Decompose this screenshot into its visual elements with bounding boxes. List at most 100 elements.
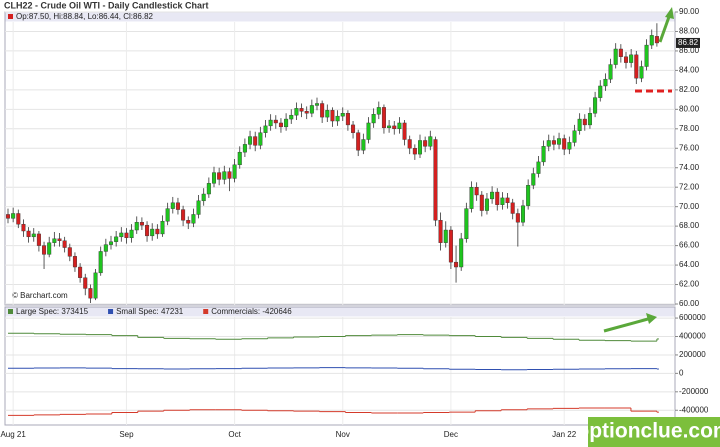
candle-body <box>345 113 350 126</box>
y-tick-label: 74.00 <box>679 163 700 172</box>
candle-body <box>598 85 603 98</box>
candle-body <box>557 138 562 145</box>
candle-body <box>217 172 222 180</box>
candle-body <box>397 122 402 129</box>
y-tick-label: 66.00 <box>679 241 700 250</box>
y-tick-label: -400000 <box>679 405 709 414</box>
candle-body <box>186 220 191 224</box>
candle-body <box>196 200 201 215</box>
candle-body <box>454 261 459 268</box>
candle-body <box>526 185 531 206</box>
candle-body <box>474 186 479 196</box>
candle-body <box>356 132 361 151</box>
candle-body <box>351 124 356 133</box>
candle-body <box>407 139 412 149</box>
candle-body <box>170 202 175 209</box>
candle-body <box>31 233 36 238</box>
y-tick-label: 86.00 <box>679 46 700 55</box>
x-tick-label: Aug 21 <box>0 430 26 439</box>
y-tick-label: 78.00 <box>679 124 700 133</box>
legend-swatch <box>8 309 13 314</box>
y-tick-label: 62.00 <box>679 280 700 289</box>
candle-body <box>278 122 283 128</box>
candle-body <box>649 35 654 46</box>
candle-body <box>294 108 299 116</box>
candle-body <box>315 103 320 106</box>
candle-body <box>21 223 26 232</box>
y-tick-label: 600000 <box>679 313 706 322</box>
candle-body <box>325 110 330 118</box>
candle-body <box>654 36 659 44</box>
candle-body <box>211 172 216 184</box>
candle-body <box>150 228 155 237</box>
candle-body <box>371 113 376 124</box>
legend-swatch <box>108 309 114 314</box>
candle-body <box>26 230 31 238</box>
candle-body <box>242 144 247 153</box>
candle-body <box>11 213 16 219</box>
candle-body <box>572 130 577 143</box>
candle-body <box>567 142 572 150</box>
candle-body <box>603 78 608 87</box>
candle-body <box>155 228 160 235</box>
y-tick-label: 400000 <box>679 332 706 341</box>
y-tick-label: 90.00 <box>679 7 700 16</box>
candle-body <box>5 214 10 219</box>
x-tick-label: Sep <box>119 430 134 439</box>
last-price-label: 86.82 <box>678 38 699 47</box>
candle-body <box>438 220 443 243</box>
candle-body <box>418 140 423 155</box>
cot-panel <box>4 306 676 426</box>
candle-body <box>433 139 438 221</box>
candle-body <box>484 198 489 211</box>
candle-body <box>181 209 186 221</box>
candle-body <box>42 245 47 255</box>
candle-body <box>119 232 124 238</box>
arrow <box>658 7 674 43</box>
candle-body <box>78 266 83 278</box>
candle-body <box>309 105 314 114</box>
arrow <box>603 313 657 333</box>
candle-body <box>639 66 644 79</box>
candle-body <box>284 118 289 128</box>
chart-title: CLH22 - Crude Oil WTI - Daily Candlestic… <box>4 0 209 10</box>
candle-body <box>206 183 211 195</box>
candle-body <box>613 48 618 65</box>
candle-body <box>98 251 103 274</box>
y-tick-label: 60.00 <box>679 299 700 308</box>
candle-body <box>67 247 72 257</box>
candle-body <box>93 272 98 299</box>
candle-body <box>587 113 592 126</box>
candle-body <box>52 238 57 243</box>
candle-body <box>392 125 397 129</box>
candle-body <box>541 146 546 163</box>
candle-body <box>366 122 371 140</box>
candle-body <box>495 191 500 205</box>
candle-body <box>387 125 392 129</box>
legend-swatch <box>203 309 209 314</box>
candle-body <box>459 238 464 268</box>
candle-body <box>376 107 381 115</box>
candle-body <box>134 222 139 231</box>
legend-strip <box>5 307 675 317</box>
candle-body <box>479 194 484 211</box>
y-tick-label: 88.00 <box>679 27 700 36</box>
candle-body <box>83 277 88 289</box>
y-tick-label: 82.00 <box>679 85 700 94</box>
candle-body <box>412 148 417 155</box>
watermark: optionclue.com <box>576 420 720 443</box>
source-note: © Barchart.com <box>12 291 68 300</box>
candle-body <box>448 229 453 263</box>
candle-body <box>191 214 196 224</box>
candle-body <box>72 256 77 268</box>
candle-body <box>320 103 325 118</box>
y-tick-label: 72.00 <box>679 182 700 191</box>
candle-body <box>237 151 242 166</box>
candle-body <box>644 44 649 67</box>
candle-body <box>175 202 180 210</box>
y-tick-label: 64.00 <box>679 260 700 269</box>
candle-body <box>330 110 335 122</box>
legend-swatch <box>8 14 13 19</box>
candle-body <box>443 229 448 243</box>
candle-body <box>361 139 366 151</box>
